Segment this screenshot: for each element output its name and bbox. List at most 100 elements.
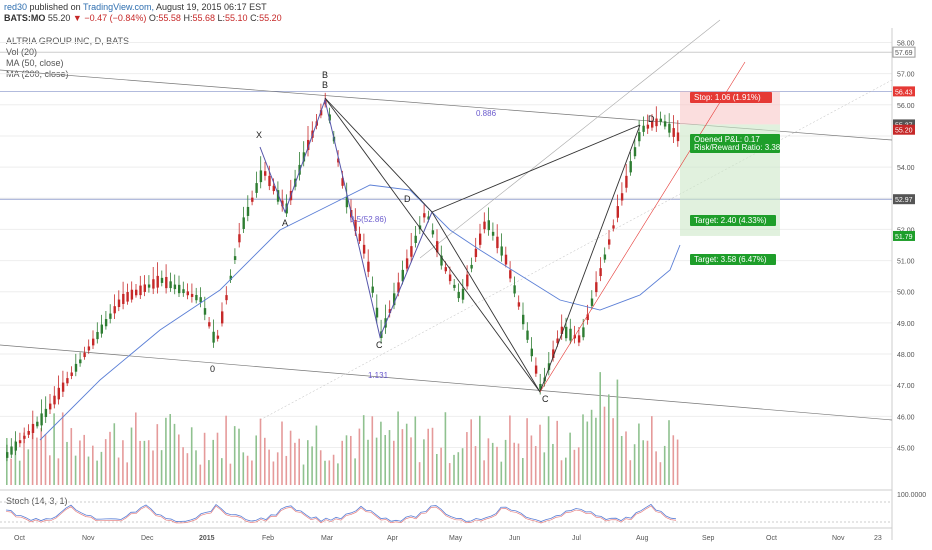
candle-body	[539, 383, 542, 390]
target1-label-bg	[690, 215, 776, 226]
candle-body	[199, 297, 202, 303]
symbol: BATS:MO	[4, 13, 46, 23]
volume-bar	[173, 423, 176, 485]
candle-body	[147, 284, 151, 288]
candle-body	[466, 274, 469, 287]
volume-bar	[448, 463, 451, 485]
candle-body	[375, 307, 379, 318]
stop-label-bg	[690, 92, 772, 103]
y-tick-label: 50.00	[897, 290, 915, 297]
price-badge	[893, 230, 915, 241]
candle-body	[496, 236, 499, 249]
candle-body	[251, 197, 254, 202]
pattern-point-label: B	[322, 70, 328, 80]
volume-bar	[74, 455, 77, 485]
candle-body	[487, 220, 490, 231]
candle-body	[328, 114, 331, 121]
volume-bar	[169, 414, 171, 485]
author-name[interactable]: red30	[4, 2, 28, 12]
candle-body	[242, 217, 245, 229]
volume-bar	[354, 458, 356, 485]
volume-bar	[31, 428, 34, 485]
y-tick-label: 54.00	[897, 165, 915, 172]
candle-body	[319, 110, 323, 116]
volume-bar	[6, 438, 8, 485]
price-badge-label: 51.79	[895, 234, 913, 241]
candle-body	[31, 423, 35, 433]
volume-bar	[36, 437, 38, 485]
volume-bar	[608, 394, 610, 485]
open-label: O:	[148, 13, 159, 23]
volume-bar	[397, 411, 399, 485]
volume-bar	[367, 439, 369, 485]
site-name[interactable]: TradingView.com,	[82, 2, 154, 12]
volume-bar	[302, 464, 305, 485]
pattern-point-label: X	[256, 130, 262, 140]
volume-bar	[53, 413, 55, 485]
x-tick-label: Mar	[321, 535, 334, 542]
price-badge-label: 52.97	[895, 197, 913, 204]
candle-body	[268, 175, 271, 187]
volume-bar	[547, 416, 550, 485]
candle-body	[453, 284, 456, 288]
volume-bar	[199, 464, 202, 485]
volume-bar	[612, 418, 614, 485]
candle-body	[173, 284, 177, 290]
candle-body	[117, 299, 121, 308]
volume-bar	[186, 453, 189, 485]
candle-body	[135, 289, 138, 296]
candle-body	[169, 281, 172, 289]
candle-body	[590, 298, 594, 306]
volume-bar	[130, 427, 133, 485]
candle-body	[87, 346, 91, 351]
volume-bar	[646, 440, 649, 485]
volume-bar	[246, 455, 249, 485]
y-tick-label: 49.00	[897, 321, 915, 328]
volume-bar	[109, 431, 111, 485]
volume-bar	[384, 435, 386, 485]
x-tick-label: 2015	[199, 535, 215, 542]
volume-bar	[255, 435, 257, 485]
candle-body	[663, 121, 667, 127]
candle-body	[92, 338, 95, 346]
volume-bar	[208, 460, 210, 485]
candle-body	[229, 275, 232, 280]
volume-bar	[40, 428, 42, 485]
candle-body	[337, 158, 340, 163]
volume-bar	[431, 427, 434, 485]
candle-body	[504, 254, 508, 265]
trendline	[419, 19, 721, 259]
volume-bar	[569, 432, 571, 485]
volume-bar	[264, 437, 266, 485]
volume-bar	[23, 432, 25, 485]
volume-bar	[418, 462, 421, 485]
volume-bar	[629, 460, 632, 485]
volume-bar	[625, 431, 627, 485]
x-tick-label: Nov	[832, 535, 845, 542]
candle-body	[57, 387, 60, 400]
volume-bar	[70, 428, 73, 485]
blue-pattern-line	[259, 98, 433, 339]
candle-body	[638, 132, 641, 142]
x-tick-label: Aug	[636, 535, 649, 542]
volume-bar	[676, 439, 679, 485]
candle-body	[208, 322, 211, 327]
candle-body	[178, 284, 181, 294]
y-tick-label: 46.00	[897, 414, 915, 421]
legend-title: ALTRIA GROUP INC, D, BATS	[6, 36, 130, 46]
y-tick-label: 58.00	[897, 40, 915, 47]
volume-bar	[500, 461, 503, 485]
volume-bar	[182, 447, 184, 485]
volume-bar	[543, 452, 546, 485]
pattern-point-label: 0	[210, 364, 215, 374]
candle-body	[74, 363, 78, 372]
target2-label: Target: 3.58 (6.47%)	[694, 255, 767, 264]
volume-bar	[152, 450, 154, 485]
candle-body	[625, 175, 628, 188]
candle-body	[547, 363, 551, 370]
high-label: H:	[183, 13, 193, 23]
candle-body	[139, 285, 142, 296]
y-tick-label: 57.00	[897, 72, 915, 79]
x-tick-label: Oct	[766, 535, 777, 542]
